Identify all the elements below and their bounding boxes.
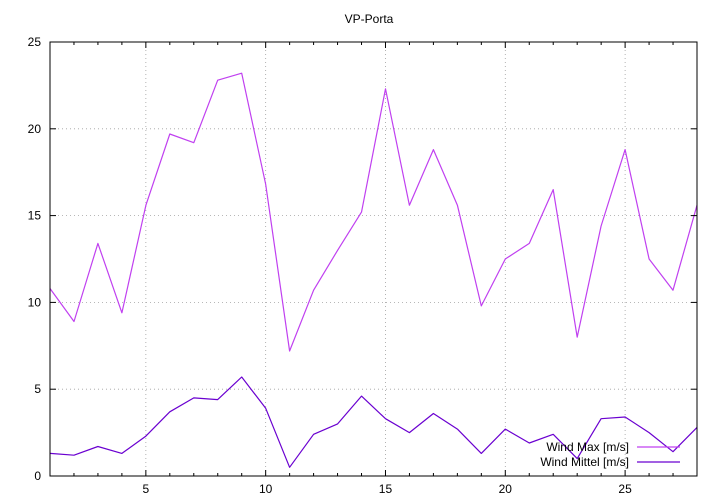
- y-tick-label: 10: [28, 295, 42, 309]
- x-tick-label: 10: [259, 482, 273, 496]
- series-layer: [49, 72, 698, 468]
- y-tick-label: 20: [28, 122, 42, 136]
- x-tick-label: 5: [143, 482, 150, 496]
- series-line-1: [49, 72, 698, 352]
- y-tick-label: 25: [28, 35, 42, 49]
- legend: Wind Max [m/s]Wind Mittel [m/s]: [540, 440, 680, 469]
- series-line-2: [49, 376, 698, 468]
- x-tick-label: 15: [379, 482, 393, 496]
- plot-frame: [49, 41, 698, 477]
- ticks: 0 5 10 15 20 25 5 10 15 20 25: [28, 35, 698, 496]
- legend-label: Wind Mittel [m/s]: [540, 455, 629, 469]
- legend-label: Wind Max [m/s]: [546, 440, 629, 454]
- x-tick-label: 25: [618, 482, 632, 496]
- grid: [50, 42, 697, 476]
- y-tick-label: 5: [34, 382, 41, 396]
- chart-title: VP-Porta: [345, 12, 394, 26]
- x-tick-label: 20: [499, 482, 513, 496]
- y-tick-label: 0: [34, 469, 41, 483]
- y-tick-label: 15: [28, 209, 42, 223]
